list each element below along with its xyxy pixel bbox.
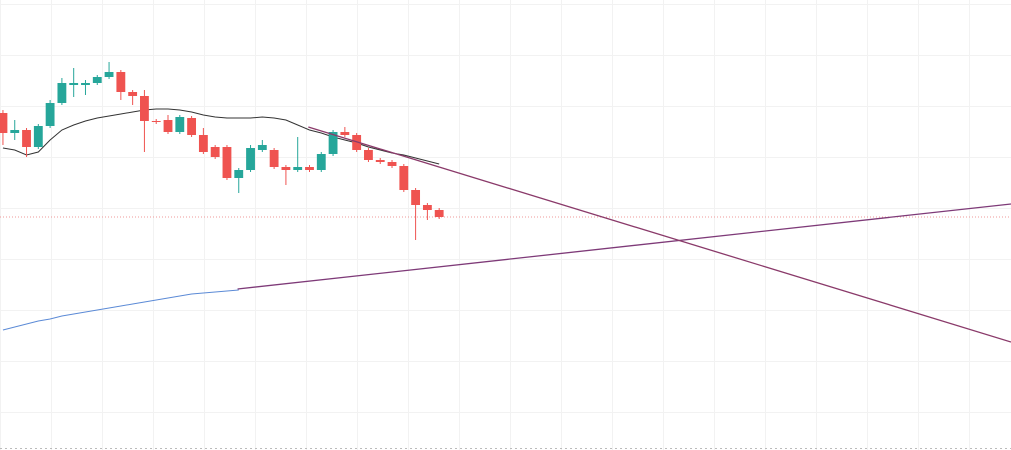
candle-body	[0, 113, 8, 133]
candle-body	[222, 147, 232, 178]
candle-body	[128, 92, 138, 96]
candle-body	[81, 83, 90, 85]
candle-body	[352, 135, 362, 150]
candle-body	[399, 166, 409, 190]
candle-body	[92, 77, 102, 83]
candle-body	[316, 154, 326, 170]
candle-body	[293, 167, 303, 170]
candle-body	[175, 117, 185, 132]
candle-body	[187, 118, 197, 135]
candle-body	[210, 147, 220, 157]
candle-body	[198, 135, 208, 152]
candle-body	[140, 96, 149, 121]
candle-body	[10, 130, 20, 133]
candle-body	[22, 130, 31, 147]
candle-body	[234, 170, 244, 178]
candle-body	[422, 205, 432, 210]
candle-body	[375, 160, 385, 162]
trend-line	[308, 126, 1011, 343]
trend-line	[237, 203, 1011, 290]
candle-body	[269, 150, 279, 167]
candle-body	[151, 121, 161, 122]
candle-body	[340, 132, 350, 135]
candle-body	[411, 190, 421, 205]
candle-body	[45, 103, 55, 126]
candle-body	[281, 167, 291, 170]
candle-body	[116, 72, 126, 92]
candle-body	[33, 126, 43, 147]
candle-body	[69, 83, 79, 85]
candle-body	[434, 210, 444, 217]
moving-average	[2, 289, 239, 331]
candle-body	[163, 120, 173, 132]
candle-body	[364, 150, 373, 160]
candle-body	[246, 148, 255, 170]
candle-body	[387, 162, 397, 166]
candle-body	[305, 167, 314, 170]
candle-body	[57, 83, 67, 103]
moving-average	[2, 108, 440, 165]
candle-body	[328, 132, 338, 154]
candle-body	[104, 72, 114, 77]
candle-body	[257, 145, 267, 150]
